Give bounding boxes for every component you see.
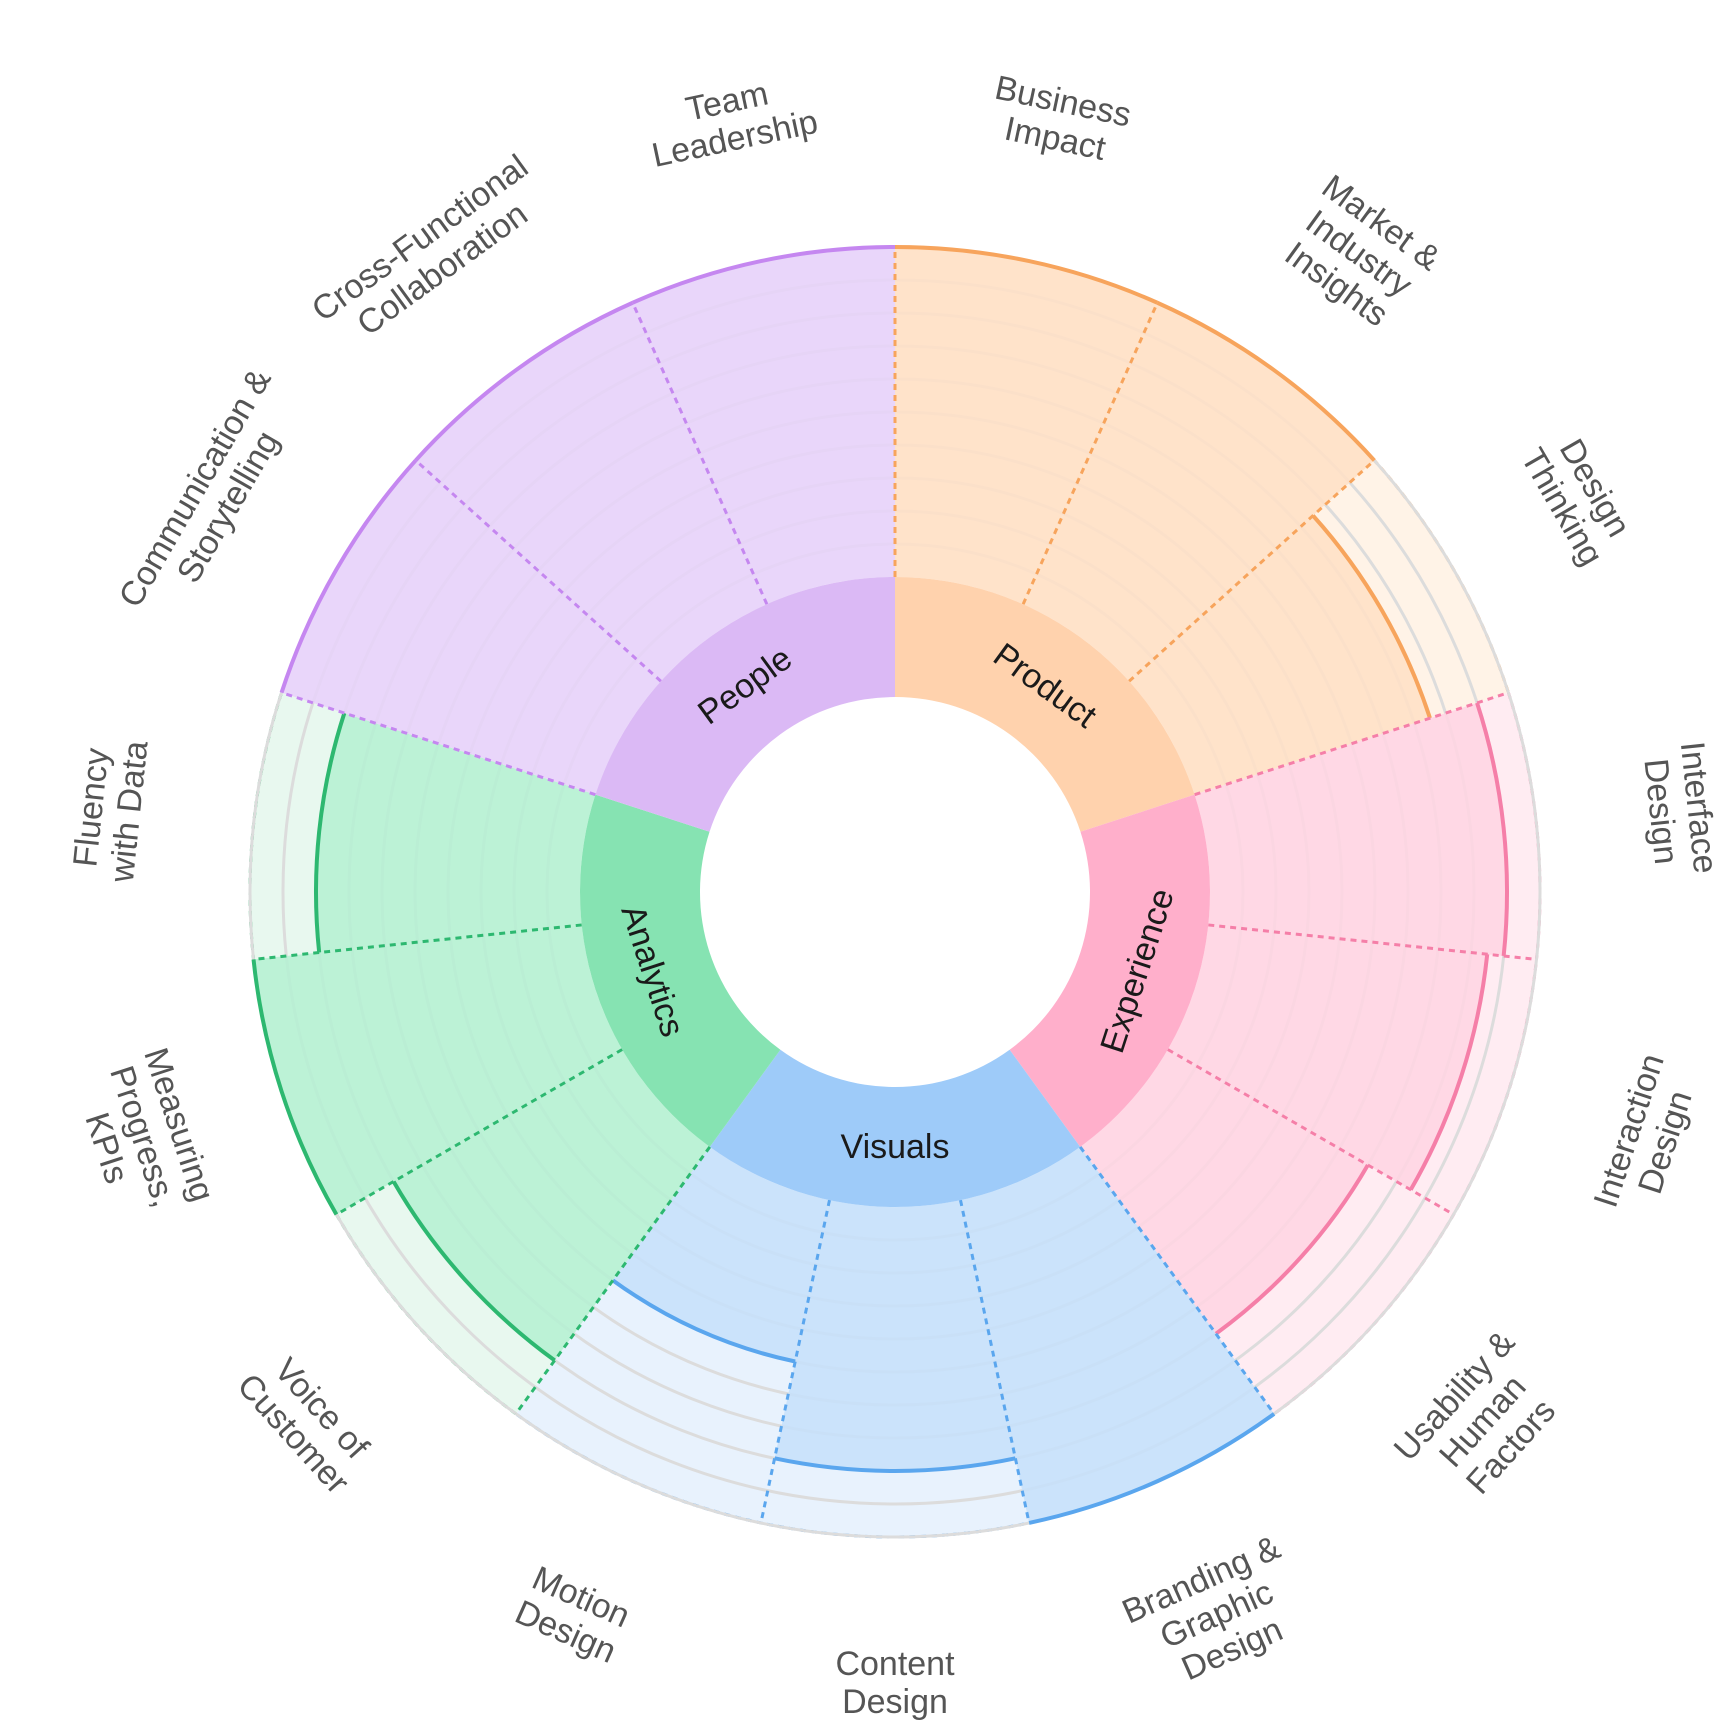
- skill-label-motion-design: MotionDesign: [509, 1558, 637, 1670]
- bar-edge-design-thinking: [1311, 514, 1432, 719]
- bar-edge-cross-functional-collaboration: [414, 300, 634, 462]
- divider-interaction-design: [1208, 923, 1537, 961]
- skill-label-interface-design: InterfaceDesign: [1635, 740, 1724, 880]
- divider-motion-design: [759, 1199, 831, 1524]
- divider-content-design: [959, 1199, 1031, 1524]
- divider-interface-design: [1194, 691, 1509, 797]
- divider-branding-and-graphic-design: [1078, 1145, 1276, 1415]
- category-segment-experience: [1009, 794, 1210, 1147]
- skill-label-voice-of-customer: Voice ofCustomer: [230, 1341, 385, 1501]
- category-segment-visuals: [709, 1049, 1081, 1207]
- bar-voice-of-customer: [393, 1049, 710, 1361]
- divider-usability-and-human-factors: [1167, 1048, 1455, 1216]
- skill-label-usability-and-human-factors: Usability &HumanFactors: [1387, 1323, 1579, 1519]
- category-segment-people: [595, 577, 895, 832]
- bar-cross-functional-collaboration: [415, 302, 767, 682]
- bar-edge-communication-and-storytelling: [279, 459, 418, 694]
- category-segment-product: [895, 577, 1195, 832]
- divider-voice-of-customer: [514, 1145, 712, 1415]
- bar-motion-design: [612, 1146, 830, 1362]
- skill-label-fluency-with-data: Fluencywith Data: [65, 735, 156, 885]
- skill-label-content-design: Content Design: [835, 1645, 955, 1721]
- bar-edge-motion-design: [611, 1278, 796, 1364]
- bar-design-thinking: [1129, 515, 1430, 795]
- bars-layer: [251, 245, 1509, 1525]
- bar-edge-team-leadership: [631, 245, 896, 305]
- bar-edge-interaction-design: [1408, 954, 1490, 1191]
- bar-business-impact: [895, 247, 1158, 605]
- dividers-layer: [253, 247, 1537, 1524]
- bar-edge-branding-and-graphic-design: [1028, 1412, 1276, 1525]
- bar-edge-measuring-progress-kpis: [251, 959, 339, 1216]
- divider-market-and-industry-insights: [1021, 302, 1159, 605]
- bar-communication-and-storytelling: [281, 460, 661, 795]
- skill-label-design-thinking: DesignThinking: [1513, 423, 1643, 572]
- skill-label-branding-and-graphic-design: Branding &GraphicDesign: [1117, 1528, 1317, 1701]
- bar-fluency-with-data: [315, 713, 596, 953]
- skill-label-measuring-progress-kpis: MeasuringProgress,KPIs: [64, 1043, 221, 1229]
- bar-measuring-progress-kpis: [253, 924, 623, 1215]
- bar-content-design: [774, 1200, 1016, 1472]
- bar-team-leadership: [632, 247, 895, 605]
- bar-edge-voice-of-customer: [391, 1180, 556, 1363]
- divider-measuring-progress-kpis: [335, 1048, 623, 1216]
- bar-edge-market-and-industry-insights: [1156, 300, 1376, 462]
- bar-edge-usability-and-human-factors: [1214, 1163, 1370, 1336]
- skill-label-communication-and-storytelling: Communication &Storytelling: [112, 362, 312, 633]
- bar-edge-content-design: [774, 1456, 1016, 1473]
- category-label-visuals: Visuals: [841, 1128, 950, 1166]
- bar-market-and-industry-insights: [1023, 302, 1375, 682]
- skill-label-business-impact: BusinessImpact: [984, 69, 1135, 172]
- bar-edge-interface-design: [1475, 702, 1509, 957]
- bar-branding-and-graphic-design: [960, 1146, 1275, 1523]
- skill-label-team-leadership: TeamLeadership: [641, 66, 821, 175]
- bar-interface-design: [1194, 702, 1508, 956]
- bar-usability-and-human-factors: [1080, 1049, 1368, 1334]
- bar-edge-fluency-with-data: [314, 712, 347, 953]
- skill-label-line: Design: [842, 1683, 948, 1721]
- divider-team-leadership: [631, 302, 769, 605]
- skill-label-market-and-industry-insights: Market &IndustryInsights: [1270, 168, 1447, 340]
- skill-label-interaction-design: InteractionDesign: [1587, 1049, 1708, 1223]
- divider-communication-and-storytelling: [281, 691, 596, 797]
- bar-edge-business-impact: [894, 245, 1159, 305]
- skill-label-cross-functional-collaboration: Cross-FunctionalCollaboration: [305, 147, 558, 360]
- skill-label-line: Content: [835, 1645, 955, 1683]
- divider-fluency-with-data: [253, 923, 582, 961]
- bar-interaction-design: [1167, 924, 1488, 1190]
- category-segment-analytics: [580, 794, 781, 1147]
